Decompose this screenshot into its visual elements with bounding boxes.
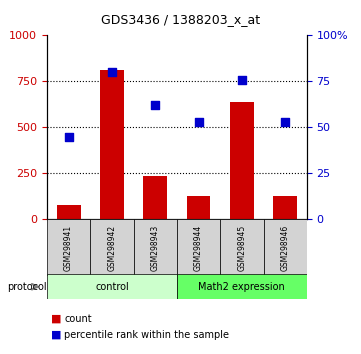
FancyBboxPatch shape bbox=[264, 219, 307, 276]
Text: percentile rank within the sample: percentile rank within the sample bbox=[64, 330, 229, 339]
Bar bbox=[143, 176, 167, 219]
Point bbox=[152, 103, 158, 108]
Text: GSM298945: GSM298945 bbox=[238, 225, 246, 271]
FancyBboxPatch shape bbox=[177, 219, 220, 276]
Text: count: count bbox=[64, 314, 92, 324]
Text: GSM298941: GSM298941 bbox=[64, 225, 73, 271]
FancyBboxPatch shape bbox=[90, 219, 134, 276]
Bar bbox=[100, 70, 124, 219]
Text: protocol: protocol bbox=[7, 282, 47, 292]
FancyBboxPatch shape bbox=[47, 219, 90, 276]
Point bbox=[196, 119, 201, 125]
FancyBboxPatch shape bbox=[47, 274, 177, 299]
Text: GDS3436 / 1388203_x_at: GDS3436 / 1388203_x_at bbox=[101, 13, 260, 26]
Bar bbox=[187, 195, 210, 219]
Point bbox=[239, 77, 245, 82]
Text: control: control bbox=[95, 282, 129, 292]
Text: ■: ■ bbox=[51, 330, 61, 339]
Text: Math2 expression: Math2 expression bbox=[199, 282, 285, 292]
Text: GSM298944: GSM298944 bbox=[194, 225, 203, 271]
Text: ■: ■ bbox=[51, 314, 61, 324]
FancyBboxPatch shape bbox=[177, 274, 307, 299]
Bar bbox=[57, 205, 81, 219]
Point bbox=[66, 134, 71, 139]
FancyBboxPatch shape bbox=[134, 219, 177, 276]
Point bbox=[282, 119, 288, 125]
Bar bbox=[230, 102, 254, 219]
Text: GSM298943: GSM298943 bbox=[151, 225, 160, 271]
Bar bbox=[273, 195, 297, 219]
FancyBboxPatch shape bbox=[220, 219, 264, 276]
Point bbox=[109, 69, 115, 75]
Text: GSM298942: GSM298942 bbox=[108, 225, 116, 271]
Text: GSM298946: GSM298946 bbox=[281, 225, 290, 271]
